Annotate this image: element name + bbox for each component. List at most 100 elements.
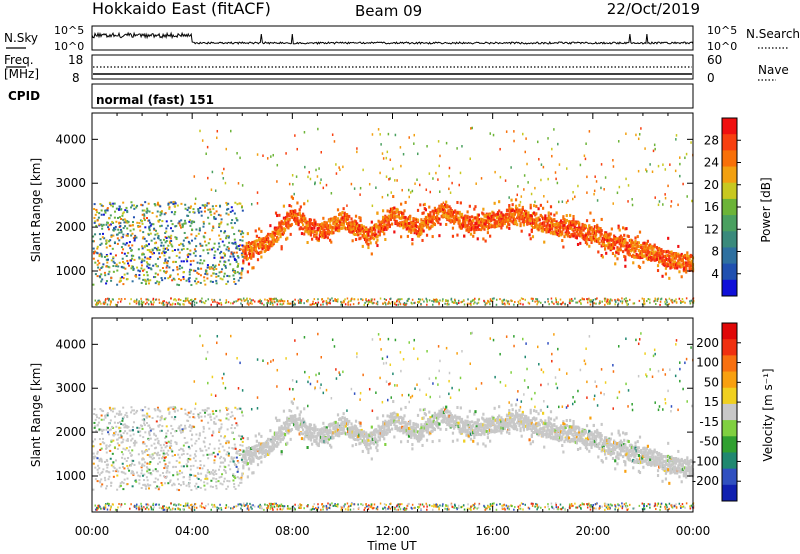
echo-point xyxy=(629,298,631,301)
echo-point xyxy=(489,132,491,135)
echo-point xyxy=(288,419,291,423)
echo-point xyxy=(106,207,109,210)
echo-point xyxy=(109,245,112,248)
echo-point xyxy=(321,436,324,440)
echo-point xyxy=(575,236,579,240)
echo-point xyxy=(259,302,262,305)
echo-point xyxy=(416,208,420,212)
echo-point xyxy=(111,247,114,250)
noise-tick-top-left: 10^5 xyxy=(54,24,84,37)
echo-point xyxy=(522,132,524,136)
echo-point xyxy=(184,219,187,222)
echo-point xyxy=(595,302,597,305)
echo-point xyxy=(447,299,449,302)
echo-point xyxy=(598,237,601,241)
echo-point xyxy=(455,215,458,219)
echo-point xyxy=(403,209,406,213)
echo-point xyxy=(292,183,294,186)
echo-point xyxy=(627,235,630,239)
echo-point xyxy=(341,226,344,230)
echo-point xyxy=(277,229,280,233)
echo-point xyxy=(526,218,529,222)
echo-point xyxy=(254,229,257,233)
echo-point xyxy=(370,252,373,256)
echo-point xyxy=(663,263,666,267)
echo-point xyxy=(660,297,663,300)
echo-point xyxy=(529,203,532,207)
echo-point xyxy=(446,211,449,215)
echo-point xyxy=(143,219,146,222)
echo-point xyxy=(152,298,154,301)
echo-point xyxy=(167,302,169,305)
echo-point xyxy=(565,229,568,233)
echo-point xyxy=(502,216,505,220)
echo-point xyxy=(464,225,467,229)
echo-point xyxy=(668,302,670,305)
echo-point xyxy=(354,425,358,429)
echo-point xyxy=(105,282,108,285)
echo-point xyxy=(321,431,324,435)
echo-point xyxy=(423,202,426,206)
echo-point xyxy=(250,447,253,451)
echo-point xyxy=(196,261,199,264)
echo-point xyxy=(352,303,355,306)
echo-point xyxy=(594,237,598,241)
echo-point xyxy=(230,206,233,209)
echo-point xyxy=(258,246,261,250)
echo-point xyxy=(385,217,388,221)
echo-point xyxy=(263,238,266,242)
echo-point xyxy=(433,223,437,227)
echo-point xyxy=(353,298,355,301)
echo-point xyxy=(618,228,621,232)
echo-point xyxy=(227,207,230,210)
echo-point xyxy=(131,232,134,235)
echo-point xyxy=(487,212,491,216)
echo-point xyxy=(280,247,283,251)
echo-point xyxy=(220,218,223,221)
echo-point xyxy=(421,227,424,231)
echo-point xyxy=(464,214,467,218)
echo-point xyxy=(265,450,269,454)
echo-point xyxy=(269,301,272,304)
echo-point xyxy=(138,257,141,260)
echo-point xyxy=(174,236,177,239)
echo-point xyxy=(103,303,105,306)
echo-point xyxy=(278,426,281,430)
echo-point xyxy=(418,300,421,303)
echo-point xyxy=(546,217,549,221)
echo-point xyxy=(627,251,630,255)
echo-point xyxy=(603,297,606,300)
echo-point xyxy=(660,249,663,253)
echo-point xyxy=(611,244,615,248)
echo-point xyxy=(683,261,687,265)
echo-point xyxy=(256,258,260,262)
echo-point xyxy=(332,222,335,226)
echo-point xyxy=(101,236,104,239)
echo-point xyxy=(141,213,144,216)
echo-point xyxy=(271,233,274,237)
echo-point xyxy=(303,437,306,441)
echo-point xyxy=(201,301,203,304)
echo-point xyxy=(642,260,645,264)
echo-point xyxy=(349,299,352,302)
echo-point xyxy=(332,431,335,435)
echo-point xyxy=(362,225,366,229)
echo-point xyxy=(594,298,597,301)
echo-point xyxy=(475,222,478,226)
echo-point xyxy=(260,434,263,438)
echo-point xyxy=(194,202,197,205)
echo-point xyxy=(98,223,101,226)
echo-point xyxy=(614,300,617,303)
echo-point xyxy=(166,224,169,227)
echo-point xyxy=(255,243,258,247)
echo-point xyxy=(620,236,624,240)
echo-point xyxy=(359,229,362,233)
echo-point xyxy=(437,207,440,211)
echo-point xyxy=(483,214,486,218)
echo-point xyxy=(581,222,584,226)
echo-point xyxy=(306,230,309,234)
echo-point xyxy=(157,234,160,237)
echo-point xyxy=(341,421,344,425)
echo-point xyxy=(659,248,662,252)
echo-point xyxy=(586,298,588,301)
